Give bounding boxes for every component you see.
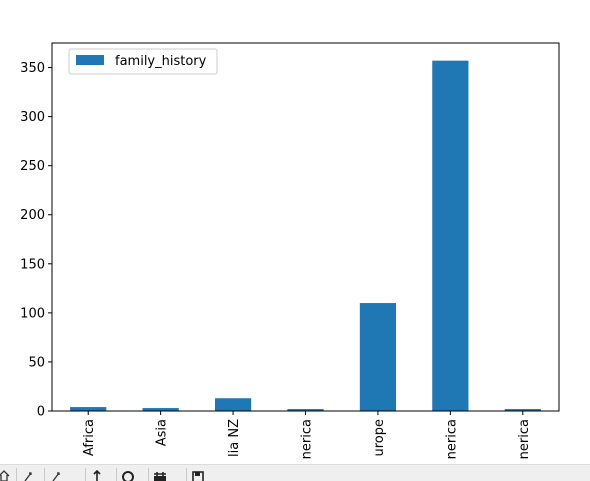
bar-chart: 0 50 100 150 200 250 300 350 Africa Asia lia NZ ne… <box>20 42 560 459</box>
navigation-toolbar <box>0 464 590 481</box>
x-axis: Africa Asia lia NZ nerica urope nerica nerica <box>82 411 532 459</box>
back-icon <box>24 472 32 481</box>
x-tick-label: lia NZ <box>227 419 242 457</box>
x-tick-label: nerica <box>517 419 532 459</box>
y-tick-label: 0 <box>37 405 45 420</box>
bars-group <box>70 60 541 411</box>
x-tick-label: Asia <box>155 419 170 446</box>
y-axis: 0 50 100 150 200 250 300 350 <box>20 61 52 420</box>
save-button[interactable] <box>186 468 209 481</box>
y-tick-label: 50 <box>28 355 45 370</box>
y-tick-label: 250 <box>20 159 45 174</box>
x-tick-label: nerica <box>300 419 315 459</box>
bar-north-america <box>432 60 469 411</box>
bar-australia-nz <box>214 398 252 411</box>
y-tick-label: 150 <box>20 257 45 272</box>
bar-south-america <box>504 409 541 411</box>
forward-button[interactable] <box>44 468 67 481</box>
legend-box <box>68 48 218 75</box>
bar-asia <box>142 408 179 411</box>
pan-icon <box>93 470 101 481</box>
back-button[interactable] <box>16 468 39 481</box>
configure-icon <box>154 472 166 481</box>
bar-europe <box>359 303 397 411</box>
legend: family_history <box>68 48 218 75</box>
x-tick-label: urope <box>372 419 387 457</box>
home-icon <box>0 470 10 481</box>
y-tick-label: 100 <box>20 306 45 321</box>
save-icon <box>192 471 204 481</box>
zoom-icon <box>122 471 134 481</box>
bar-latin-america <box>287 409 324 411</box>
y-tick-label: 300 <box>20 110 45 125</box>
pan-button[interactable] <box>85 468 108 481</box>
legend-swatch <box>76 55 104 65</box>
x-tick-label: nerica <box>444 419 459 459</box>
home-button[interactable] <box>0 468 15 481</box>
bar-africa <box>70 407 107 411</box>
forward-icon <box>52 472 60 481</box>
legend-label: family_history <box>115 54 207 69</box>
plot-frame <box>51 42 560 412</box>
y-tick-label: 200 <box>20 208 45 223</box>
y-tick-label: 350 <box>20 61 45 76</box>
x-tick-label: Africa <box>82 419 97 456</box>
configure-button[interactable] <box>148 468 171 481</box>
zoom-button[interactable] <box>116 468 139 481</box>
